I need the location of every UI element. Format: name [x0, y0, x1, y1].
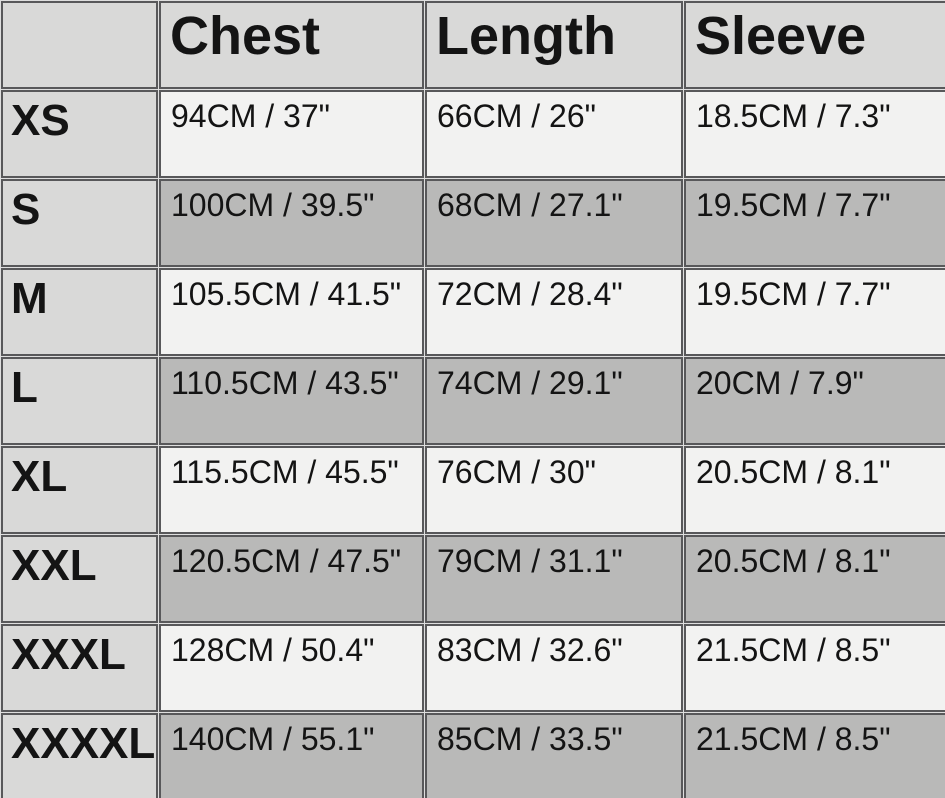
chest-value-cell: 120.5CM / 47.5"	[159, 535, 424, 623]
chest-value-cell: 115.5CM / 45.5"	[159, 446, 424, 534]
table-row-xl: XL 115.5CM / 45.5" 76CM / 30" 20.5CM / 8…	[1, 446, 945, 534]
length-value-cell: 74CM / 29.1"	[425, 357, 683, 445]
sleeve-value-cell: 18.5CM / 7.3"	[684, 90, 945, 178]
sleeve-value-cell: 21.5CM / 8.5"	[684, 713, 945, 798]
size-label-cell: XXL	[1, 535, 158, 623]
column-header-sleeve: Sleeve	[684, 1, 945, 89]
length-value-cell: 68CM / 27.1"	[425, 179, 683, 267]
header-row: Chest Length Sleeve	[1, 1, 945, 89]
sleeve-value-cell: 19.5CM / 7.7"	[684, 179, 945, 267]
length-value-cell: 83CM / 32.6"	[425, 624, 683, 712]
chest-value-cell: 94CM / 37"	[159, 90, 424, 178]
sleeve-value-cell: 20.5CM / 8.1"	[684, 446, 945, 534]
length-value-cell: 66CM / 26"	[425, 90, 683, 178]
size-label-cell: XL	[1, 446, 158, 534]
size-label-cell: XS	[1, 90, 158, 178]
table-row-xxxl: XXXL 128CM / 50.4" 83CM / 32.6" 21.5CM /…	[1, 624, 945, 712]
size-label-cell: M	[1, 268, 158, 356]
table-row-xxxxl: XXXXL 140CM / 55.1" 85CM / 33.5" 21.5CM …	[1, 713, 945, 798]
size-label-cell: XXXXL	[1, 713, 158, 798]
length-value-cell: 85CM / 33.5"	[425, 713, 683, 798]
column-header-length: Length	[425, 1, 683, 89]
length-value-cell: 76CM / 30"	[425, 446, 683, 534]
size-label-cell: S	[1, 179, 158, 267]
size-label-cell: L	[1, 357, 158, 445]
column-header-chest: Chest	[159, 1, 424, 89]
sleeve-value-cell: 20CM / 7.9"	[684, 357, 945, 445]
length-value-cell: 79CM / 31.1"	[425, 535, 683, 623]
sleeve-value-cell: 21.5CM / 8.5"	[684, 624, 945, 712]
table-row-m: M 105.5CM / 41.5" 72CM / 28.4" 19.5CM / …	[1, 268, 945, 356]
table-row-xxl: XXL 120.5CM / 47.5" 79CM / 31.1" 20.5CM …	[1, 535, 945, 623]
chest-value-cell: 128CM / 50.4"	[159, 624, 424, 712]
sleeve-value-cell: 19.5CM / 7.7"	[684, 268, 945, 356]
table-row-l: L 110.5CM / 43.5" 74CM / 29.1" 20CM / 7.…	[1, 357, 945, 445]
chest-value-cell: 140CM / 55.1"	[159, 713, 424, 798]
chest-value-cell: 110.5CM / 43.5"	[159, 357, 424, 445]
length-value-cell: 72CM / 28.4"	[425, 268, 683, 356]
table-row-xs: XS 94CM / 37" 66CM / 26" 18.5CM / 7.3"	[1, 90, 945, 178]
chest-value-cell: 105.5CM / 41.5"	[159, 268, 424, 356]
chest-value-cell: 100CM / 39.5"	[159, 179, 424, 267]
sleeve-value-cell: 20.5CM / 8.1"	[684, 535, 945, 623]
column-header-corner	[1, 1, 158, 89]
size-label-cell: XXXL	[1, 624, 158, 712]
table-row-s: S 100CM / 39.5" 68CM / 27.1" 19.5CM / 7.…	[1, 179, 945, 267]
